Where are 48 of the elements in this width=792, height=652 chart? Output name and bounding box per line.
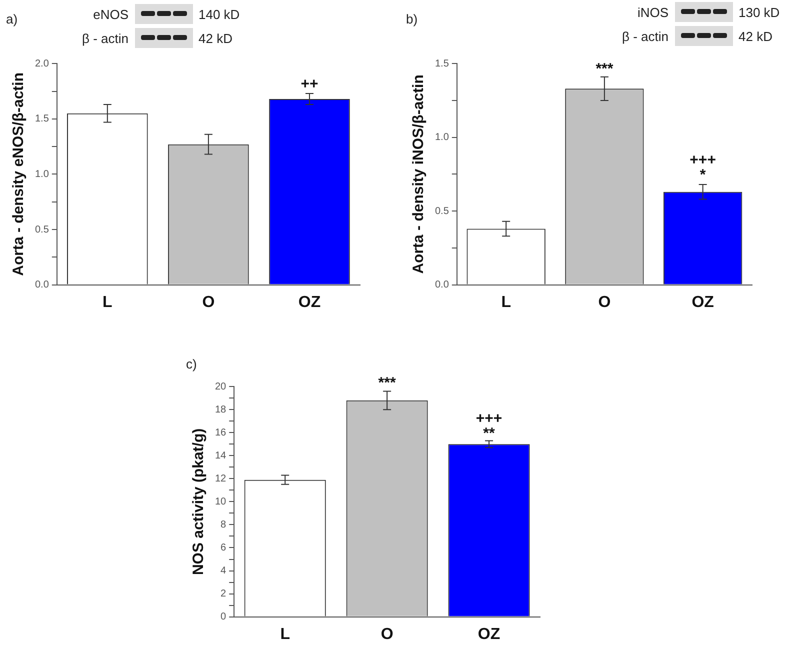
y-tick-label: 0.0 (434, 280, 450, 291)
y-tick-label: 2.0 (34, 58, 50, 70)
text: β - actin (82, 30, 128, 46)
x-tick-label: O (598, 294, 611, 311)
x-tick-label: L (280, 626, 290, 643)
x-tick-label: O (380, 626, 394, 643)
y-tick-label: 0.5 (34, 224, 50, 236)
y-tick-label: 2 (220, 588, 227, 600)
chart-title: c) (186, 356, 197, 372)
annotation: +++ ** (476, 410, 502, 442)
y-tick-label: 10 (215, 496, 227, 508)
y-tick-label: 1.0 (34, 168, 50, 180)
y-tick-label: 8 (220, 519, 227, 530)
x-tick-label: OZ (478, 626, 500, 643)
y-tick-label: 6 (220, 542, 227, 554)
y-tick-label: 1.5 (434, 58, 450, 70)
y-tick-label: 12 (215, 473, 227, 484)
y-axis-title: Aorta - density eNOS/β-actin (10, 72, 28, 276)
y-tick-label: 1.5 (34, 114, 50, 125)
text: 130 kD (738, 4, 780, 20)
annotation: *** (378, 374, 396, 392)
x-tick-label: OZ (692, 294, 714, 311)
text: 42 kD (198, 30, 234, 46)
y-tick-label: 1.0 (434, 132, 450, 144)
y-tick-label: 0.5 (434, 206, 450, 217)
chart-title: b) (406, 11, 418, 26)
annotation: +++ * (690, 152, 716, 184)
x-tick-label: OZ (298, 294, 321, 311)
text: 140 kD (198, 6, 240, 22)
x-tick-label: L (102, 294, 113, 311)
y-tick-label: 16 (215, 427, 227, 438)
y-axis-title: Aorta - density iNOS/β-actin (410, 74, 428, 274)
x-tick-label: L (501, 294, 512, 311)
annotation: *** (596, 60, 614, 78)
y-tick-label: 0 (220, 612, 227, 623)
text: β - actin (622, 28, 668, 44)
y-tick-label: 18 (215, 404, 227, 416)
y-tick-label: 14 (215, 450, 227, 462)
y-axis-title: NOS activity (pkat/g) (190, 428, 208, 576)
text: eNOS (92, 6, 128, 22)
annotation: ++ (300, 76, 318, 93)
y-tick-label: 20 (215, 381, 227, 392)
y-tick-label: 0.0 (34, 280, 50, 291)
chart-title: a) (6, 11, 18, 26)
text: 42 kD (738, 28, 774, 44)
y-tick-label: 4 (220, 566, 227, 577)
x-tick-label: O (202, 294, 215, 311)
text: iNOS (636, 4, 668, 20)
